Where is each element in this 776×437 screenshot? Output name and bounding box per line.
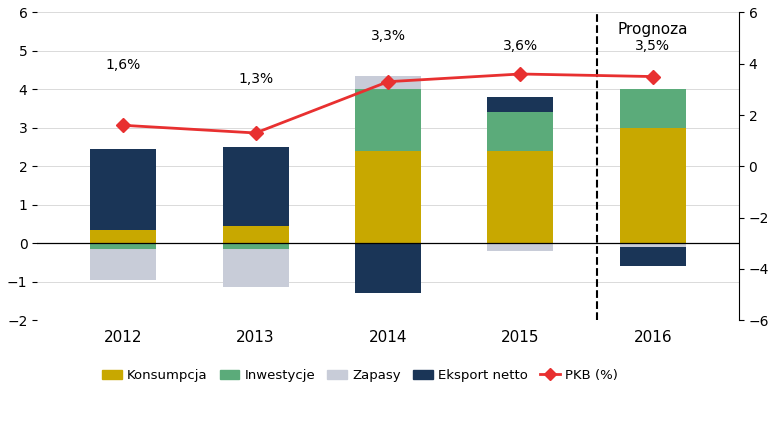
Bar xyxy=(620,128,686,243)
Text: 3,5%: 3,5% xyxy=(636,39,670,53)
Bar xyxy=(355,243,421,293)
Bar xyxy=(487,112,553,151)
Bar xyxy=(355,90,421,151)
Bar xyxy=(355,151,421,243)
Bar xyxy=(487,151,553,243)
Bar xyxy=(90,230,156,243)
Bar xyxy=(90,249,156,280)
Bar xyxy=(620,90,686,128)
Bar xyxy=(223,249,289,288)
Text: 1,6%: 1,6% xyxy=(106,58,141,72)
Bar xyxy=(223,226,289,243)
Text: 3,6%: 3,6% xyxy=(503,39,538,53)
Bar xyxy=(620,243,686,247)
Bar xyxy=(223,243,289,249)
Bar xyxy=(90,149,156,230)
Text: Prognoza: Prognoza xyxy=(618,22,688,37)
Text: 3,3%: 3,3% xyxy=(370,29,406,43)
Bar xyxy=(487,243,553,251)
Bar xyxy=(223,147,289,226)
Bar xyxy=(620,247,686,266)
Bar xyxy=(90,243,156,249)
Bar xyxy=(355,76,421,90)
Bar xyxy=(487,97,553,112)
Legend: Konsumpcja, Inwestycje, Zapasy, Eksport netto, PKB (%): Konsumpcja, Inwestycje, Zapasy, Eksport … xyxy=(97,364,623,387)
Text: 1,3%: 1,3% xyxy=(238,72,273,86)
